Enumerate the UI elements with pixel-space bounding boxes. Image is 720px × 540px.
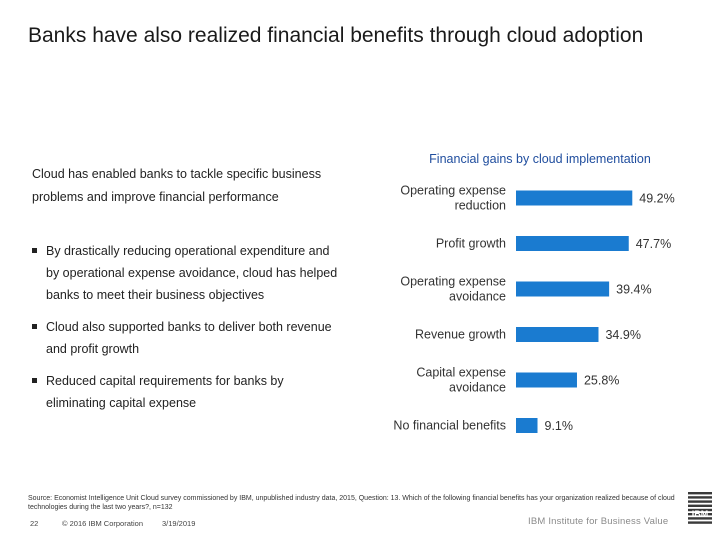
category-label-line: No financial benefits — [393, 419, 506, 433]
slide-title: Banks have also realized financial benef… — [28, 24, 644, 47]
bullet-list: By drastically reducing operational expe… — [32, 240, 342, 424]
bullet-text: Reduced capital requirements for banks b… — [46, 374, 284, 410]
intro-text: Cloud has enabled banks to tackle specif… — [32, 167, 322, 204]
value-label: 39.4% — [616, 283, 651, 297]
value-label: 25.8% — [584, 374, 619, 388]
bar-chart: Operating expense reduction 49.2%Profit gr… — [393, 184, 675, 433]
bar — [516, 418, 538, 433]
square-bullet-icon — [32, 378, 37, 383]
value-label: 9.1% — [545, 419, 574, 433]
bullet-item: Cloud also supported banks to deliver bo… — [32, 316, 342, 360]
footer-date: 3/19/2019 — [162, 519, 196, 528]
category-label-line: Revenue growth — [415, 328, 506, 342]
bar — [516, 327, 599, 342]
bullet-item: By drastically reducing operational expe… — [32, 240, 342, 306]
square-bullet-icon — [32, 324, 37, 329]
value-label: 49.2% — [639, 192, 674, 206]
category-label-line: Profit growth — [436, 237, 506, 251]
source-note: Source: Economist Intelligence Unit Clou… — [28, 495, 675, 511]
footer: 22 © 2016 IBM Corporation 3/19/2019 — [28, 519, 688, 531]
value-label: 47.7% — [636, 237, 671, 251]
ibm-logo-stripes — [688, 492, 712, 524]
bar — [516, 281, 610, 297]
bar — [516, 190, 633, 206]
category-label-line: avoidance — [449, 381, 506, 395]
bullet-text: By drastically reducing operational expe… — [46, 244, 338, 302]
bullet-text: Cloud also supported banks to deliver bo… — [46, 320, 332, 356]
category-label: No financial benefits — [393, 419, 506, 433]
category-label: Profit growth — [436, 237, 506, 251]
category-label: Operating expense avoidance — [400, 275, 506, 304]
category-label: Capital expense avoidance — [416, 366, 506, 395]
category-label-line: Operating expense — [400, 184, 506, 198]
copyright: © 2016 IBM Corporation — [62, 519, 143, 528]
bar — [516, 372, 577, 388]
bar — [516, 236, 629, 251]
category-label: Revenue growth — [415, 328, 506, 342]
category-label-line: reduction — [455, 199, 506, 213]
brand-text: IBM Institute for Business Value — [528, 516, 669, 527]
square-bullet-icon — [32, 248, 37, 253]
category-label-line: Operating expense — [400, 275, 506, 289]
category-label-line: avoidance — [449, 290, 506, 304]
ibm-logo: IBM — [688, 492, 712, 524]
category-label-line: Capital expense — [416, 366, 506, 380]
chart-title: Financial gains by cloud implementation — [429, 152, 651, 166]
category-label: Operating expense reduction — [400, 184, 506, 213]
page-number: 22 — [30, 519, 39, 528]
bullet-item: Reduced capital requirements for banks b… — [32, 370, 342, 414]
value-label: 34.9% — [605, 328, 640, 342]
logo-text: IBM — [692, 509, 709, 519]
